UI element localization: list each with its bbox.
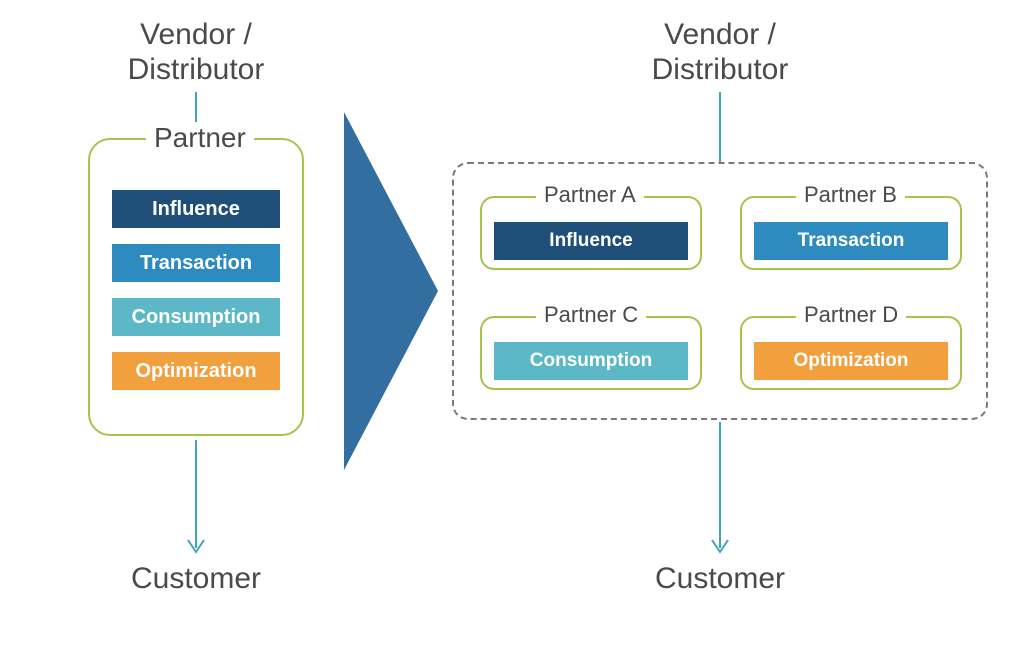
partner-a-pill-label: Influence <box>549 230 632 252</box>
left-vendor-line1: Vendor /Distributor <box>128 18 265 86</box>
partner-d-name: Partner D <box>804 302 898 327</box>
left-pill-transaction: Transaction <box>112 244 280 282</box>
left-partner-box <box>88 138 304 436</box>
partner-d-label: Partner D <box>796 302 906 328</box>
partner-a-pill: Influence <box>494 222 688 260</box>
left-bottom-arrow <box>186 440 206 560</box>
partner-c-pill: Consumption <box>494 342 688 380</box>
partner-d-pill: Optimization <box>754 342 948 380</box>
right-top-connector <box>710 92 730 162</box>
partner-a-name: Partner A <box>544 182 636 207</box>
partner-c-label: Partner C <box>536 302 646 328</box>
partner-b-pill: Transaction <box>754 222 948 260</box>
right-customer-heading: Customer <box>620 562 820 597</box>
left-partner-label: Partner <box>146 122 254 154</box>
right-vendor-label: Vendor /Distributor <box>652 18 789 86</box>
partner-c-pill-label: Consumption <box>530 350 652 372</box>
left-pill-optimization-label: Optimization <box>135 360 256 383</box>
left-partner-label-text: Partner <box>154 122 246 153</box>
diagram-canvas: Vendor /Distributor Partner Influence Tr… <box>0 0 1024 649</box>
left-customer-label: Customer <box>131 562 261 595</box>
left-customer-heading: Customer <box>96 562 296 597</box>
right-vendor-heading: Vendor /Distributor <box>620 18 820 87</box>
big-transition-arrow <box>344 112 442 472</box>
partner-b-label: Partner B <box>796 182 905 208</box>
partner-b-name: Partner B <box>804 182 897 207</box>
right-customer-label: Customer <box>655 562 785 595</box>
left-pill-optimization: Optimization <box>112 352 280 390</box>
left-pill-influence: Influence <box>112 190 280 228</box>
left-pill-consumption-label: Consumption <box>132 306 261 329</box>
left-pill-influence-label: Influence <box>152 198 240 221</box>
partner-b-pill-label: Transaction <box>798 230 905 252</box>
left-pill-consumption: Consumption <box>112 298 280 336</box>
partner-d-pill-label: Optimization <box>793 350 908 372</box>
left-pill-transaction-label: Transaction <box>140 252 252 275</box>
left-vendor-heading: Vendor /Distributor <box>96 18 296 87</box>
partner-c-name: Partner C <box>544 302 638 327</box>
partner-a-label: Partner A <box>536 182 644 208</box>
right-bottom-arrow <box>710 422 730 560</box>
